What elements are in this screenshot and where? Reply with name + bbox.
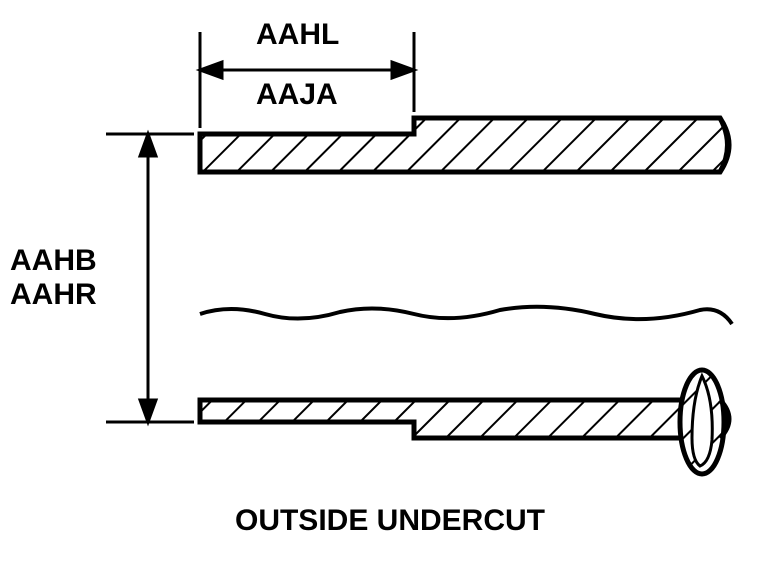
- left-label-2: AAHR: [10, 278, 97, 311]
- bottom-wall: [200, 400, 728, 438]
- diagram-title: OUTSIDE UNDERCUT: [235, 504, 545, 537]
- break-line: [200, 307, 732, 324]
- left-dimension: [106, 134, 194, 422]
- diagram-svg: AAHL AAJA AAHB AAHR OUTSIDE UNDERCUT: [0, 0, 780, 570]
- diagram-container: { "diagram": { "type": "engineering-sect…: [0, 0, 780, 570]
- top-wall: [200, 118, 728, 172]
- top-label-1: AAHL: [256, 18, 339, 51]
- top-label-2: AAJA: [256, 78, 338, 111]
- left-label-1: AAHB: [10, 244, 97, 277]
